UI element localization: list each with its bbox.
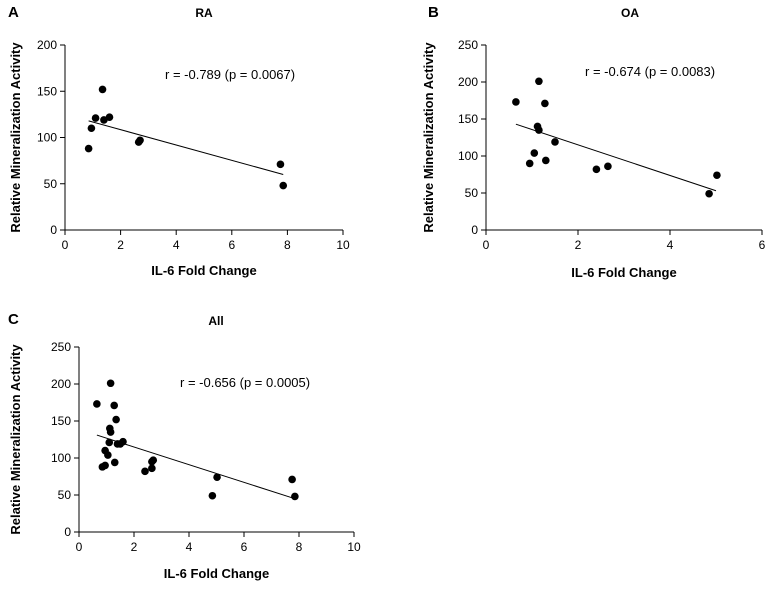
panel-letter-a: A (8, 4, 19, 21)
data-point (208, 491, 217, 500)
x-tick-label: 0 (483, 238, 490, 252)
x-tick-label: 2 (131, 540, 138, 554)
y-axis-title: Relative Mineralization Activity (421, 42, 436, 233)
chart-title-oa: OA (621, 6, 639, 20)
chart-title-all: All (208, 314, 223, 328)
y-axis-title: Relative Mineralization Activity (8, 42, 23, 233)
data-point (535, 77, 543, 86)
x-tick-label: 10 (336, 238, 350, 252)
x-tick-label: 4 (186, 540, 193, 554)
data-point (148, 464, 156, 473)
y-tick-label: 150 (37, 84, 57, 98)
x-tick-label: 8 (296, 540, 303, 554)
data-point (592, 165, 601, 174)
data-point (279, 181, 288, 190)
y-tick-label: 50 (58, 488, 72, 502)
data-point (93, 400, 101, 408)
y-tick-label: 50 (465, 186, 479, 200)
y-axis-title: Relative Mineralization Activity (8, 344, 23, 535)
x-tick-label: 4 (173, 238, 180, 252)
data-point (525, 159, 534, 168)
y-tick-label: 250 (458, 38, 478, 52)
chart-panel-all: All 0 50 100 150 200 250 0 2 4 6 8 10 IL-6 Fold Chang… (8, 314, 361, 581)
y-tick-label: 200 (51, 377, 71, 391)
data-point (276, 160, 285, 169)
data-point (110, 401, 118, 410)
data-point (84, 144, 93, 153)
x-tick-label: 0 (76, 540, 83, 554)
correlation-annotation: r = -0.674 (p = 0.0083) (585, 64, 715, 79)
data-point (541, 99, 549, 108)
data-point (604, 162, 612, 171)
data-point (141, 467, 149, 476)
data-point (535, 126, 543, 134)
y-tick-label: 100 (37, 131, 57, 145)
x-axis-title: IL-6 Fold Change (571, 265, 676, 280)
chart-panel-ra: RA 0 50 100 150 200 0 2 4 6 8 10 IL-6 Fold Change Rel… (8, 6, 350, 278)
data-point (551, 138, 559, 146)
data-point (291, 492, 299, 501)
y-tick-label: 100 (51, 451, 71, 465)
y-tick-label: 200 (458, 75, 478, 89)
data-point (530, 149, 539, 157)
data-point (87, 124, 96, 133)
regression-line (88, 120, 284, 175)
panel-letter-c: C (8, 311, 19, 328)
y-tick-label: 50 (44, 177, 58, 191)
data-point (98, 85, 107, 94)
correlation-annotation: r = -0.656 (p = 0.0005) (180, 375, 310, 390)
data-point (288, 475, 296, 484)
panel-letter-b: B (428, 4, 439, 21)
x-tick-label: 4 (667, 238, 674, 252)
x-axis-title: IL-6 Fold Change (164, 566, 269, 581)
data-point (106, 379, 115, 388)
data-point (213, 473, 221, 482)
data-point (542, 156, 550, 165)
y-tick-label: 0 (50, 223, 57, 237)
y-tick-label: 250 (51, 340, 71, 354)
x-tick-label: 6 (228, 238, 235, 252)
data-point (512, 98, 520, 106)
data-point (112, 415, 120, 424)
correlation-annotation: r = -0.789 (p = 0.0067) (165, 67, 295, 82)
regression-line (515, 123, 717, 192)
y-tick-label: 100 (458, 149, 478, 163)
y-tick-label: 200 (37, 38, 57, 52)
data-point (106, 428, 115, 436)
data-point (104, 451, 112, 459)
x-tick-label: 6 (759, 238, 765, 252)
y-tick-label: 0 (64, 525, 71, 539)
data-point (136, 136, 144, 145)
x-tick-label: 2 (575, 238, 582, 252)
data-point (101, 461, 109, 470)
y-tick-label: 0 (471, 223, 478, 237)
data-point (713, 171, 721, 180)
data-point (705, 189, 713, 198)
x-tick-label: 6 (241, 540, 248, 554)
x-axis-title: IL-6 Fold Change (151, 263, 256, 278)
x-tick-label: 8 (284, 238, 291, 252)
data-point (105, 113, 114, 121)
data-point (110, 458, 119, 467)
chart-panel-oa: OA 0 50 100 150 200 250 0 2 4 6 IL-6 Fold Change Rel… (421, 6, 765, 280)
data-point (119, 437, 127, 446)
x-tick-label: 0 (62, 238, 69, 252)
chart-title-ra: RA (195, 6, 213, 20)
data-point (105, 438, 114, 447)
data-point (91, 114, 100, 122)
x-tick-label: 10 (347, 540, 361, 554)
regression-line (96, 434, 296, 500)
y-tick-label: 150 (51, 414, 71, 428)
y-tick-label: 150 (458, 112, 478, 126)
data-point (149, 456, 158, 465)
x-tick-label: 2 (117, 238, 124, 252)
